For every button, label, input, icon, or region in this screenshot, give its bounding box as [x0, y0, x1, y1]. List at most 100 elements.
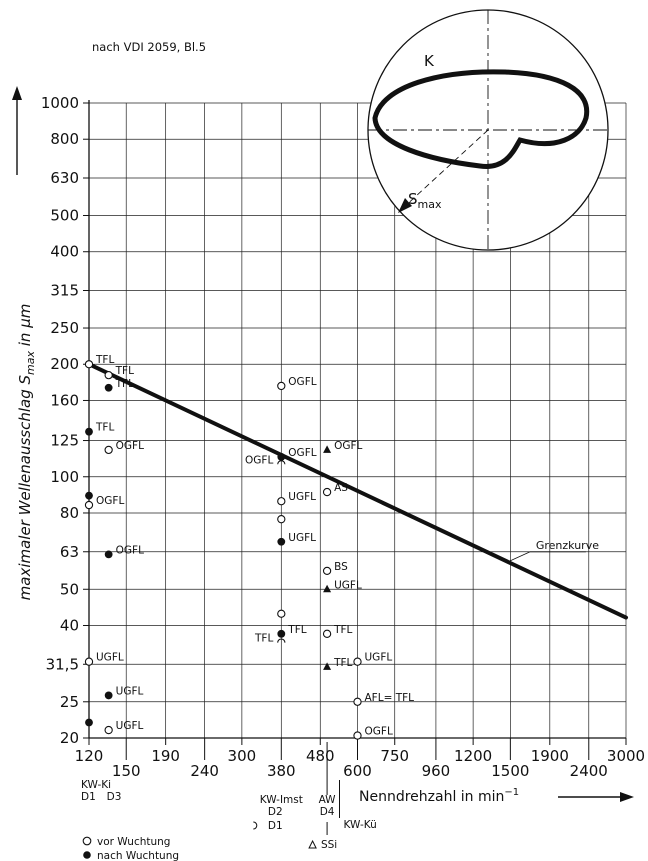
data-points: TFLTFLOGFLOGFLUGFLUGFLOGFLUGFLASBSTFLUGF…: [84, 354, 415, 740]
y-tick-label: 800: [50, 130, 79, 148]
point-label: TFL: [95, 422, 114, 434]
data-point-open-circle: [277, 497, 286, 506]
half-circle-marker: [253, 821, 258, 830]
y-arrow-head: [12, 86, 22, 100]
y-tick-label: 63: [60, 543, 79, 561]
triangle-marker: [308, 839, 317, 849]
limit-curve: [87, 362, 628, 620]
data-point-filled-circle: [277, 537, 286, 546]
point-label: TFL: [115, 378, 134, 390]
y-tick-label: 630: [50, 169, 79, 187]
smax-label-s: S: [408, 190, 418, 208]
point-label: TFL: [254, 633, 273, 645]
legend-label-filled: nach Wuchtung: [97, 850, 179, 861]
point-label: OGFL: [116, 440, 144, 452]
x-tick-label: 1200: [454, 747, 492, 765]
data-point-open-circle: [84, 360, 94, 369]
source-note: nach VDI 2059, Bl.5: [92, 40, 206, 54]
y-tick-label: 25: [60, 693, 79, 711]
legend-label-open: vor Wuchtung: [97, 836, 170, 848]
x-tick-label: 190: [151, 747, 180, 765]
data-point-triangle: [323, 662, 332, 670]
y-axis-title-sub: max: [24, 351, 37, 375]
x-tick-label: 120: [75, 747, 104, 765]
data-point-half-circle: [277, 638, 286, 643]
y-tick-label: 100: [50, 468, 79, 486]
y-tick-label: 125: [50, 432, 79, 450]
orbit-inset: K Smax: [367, 9, 609, 251]
machine-label: D3: [107, 791, 122, 803]
data-point-open-circle: [84, 657, 94, 666]
point-label: AS: [334, 482, 348, 494]
data-point-open-circle: [104, 371, 113, 380]
point-label: TFL: [287, 624, 306, 636]
y-tick-label: 250: [50, 319, 79, 337]
data-point-filled-circle: [104, 383, 113, 392]
data-point-open-circle: [277, 609, 286, 618]
data-point-filled-circle: [277, 629, 286, 638]
tick-labels: 1000 800 630 500 400 315 250 200 160 125 100 80 63 50…: [41, 94, 645, 780]
y-axis-title-group: maximaler Wellenausschlag Smax in µm: [12, 86, 37, 600]
point-label: OGFL: [96, 495, 124, 507]
x-axis-title-main: Nenndrehzahl in min: [359, 789, 504, 805]
x-tick-label: 600: [343, 762, 372, 780]
point-label: UGFL: [116, 685, 144, 697]
limit-curve-label: Grenzkurve: [536, 539, 599, 552]
point-label: UGFL: [334, 579, 362, 591]
y-tick-label: 160: [50, 391, 79, 409]
machine-label: D1: [81, 791, 96, 803]
point-label: OGFL: [365, 726, 393, 738]
data-point-open-circle: [104, 725, 113, 735]
y-tick-label: 500: [50, 207, 79, 225]
x-tick-label: 300: [228, 747, 257, 765]
data-point-filled-circle: [277, 453, 286, 461]
x-tick-label: 750: [380, 747, 409, 765]
x-tick-label: 3000: [607, 747, 645, 765]
data-point-open-circle: [353, 657, 362, 666]
point-label: TFL: [333, 657, 352, 669]
data-point-open-circle: [353, 697, 362, 706]
data-point-filled-circle: [104, 550, 113, 559]
y-tick-label: 315: [50, 282, 79, 300]
machine-label: KW-Imst: [260, 794, 303, 806]
data-point-triangle: [323, 584, 332, 593]
orbit-curve: [372, 69, 590, 169]
x-tick-label: 380: [267, 762, 296, 780]
smax-label-sub: max: [418, 198, 442, 211]
data-point-open-circle: [322, 629, 332, 638]
data-point-filled-circle: [85, 427, 93, 436]
legend: vor Wuchtung nach Wuchtung: [82, 836, 179, 861]
point-label: AFL= TFL: [365, 692, 415, 704]
y-tick-label: 80: [60, 504, 79, 522]
y-axis-title: maximaler Wellenausschlag Smax in µm: [16, 304, 37, 601]
x-axis-title: Nenndrehzahl in min−1: [359, 787, 519, 805]
x-arrow-head: [620, 792, 634, 802]
point-label: TFL: [95, 354, 114, 366]
x-axis-title-group: Nenndrehzahl in min−1: [359, 787, 634, 805]
point-label: OGFL: [288, 376, 316, 388]
machine-label: D1: [268, 820, 283, 832]
y-tick-label: 20: [60, 729, 79, 747]
data-point-filled-circle: [85, 718, 93, 727]
smax-arrow-head: [398, 198, 412, 213]
y-tick-label: 31,5: [46, 655, 79, 673]
machine-label: D4: [320, 806, 335, 818]
point-label: OGFL: [288, 447, 316, 459]
point-label: UGFL: [96, 652, 124, 664]
machine-label: D2: [268, 806, 283, 818]
point-label: BS: [334, 561, 348, 573]
point-label: UGFL: [288, 491, 316, 503]
legend-open-circle: [82, 836, 92, 846]
y-tick-label: 1000: [41, 94, 79, 112]
data-point-open-circle: [322, 566, 332, 576]
point-label: OGFL: [334, 440, 362, 452]
machine-label: KW-Ki: [81, 779, 111, 791]
y-tick-label: 50: [60, 580, 79, 598]
x-tick-label: 150: [112, 762, 141, 780]
data-point-filled-circle: [104, 691, 113, 700]
axes: [83, 100, 627, 760]
point-label: UGFL: [288, 532, 316, 544]
point-label: UGFL: [116, 720, 144, 732]
